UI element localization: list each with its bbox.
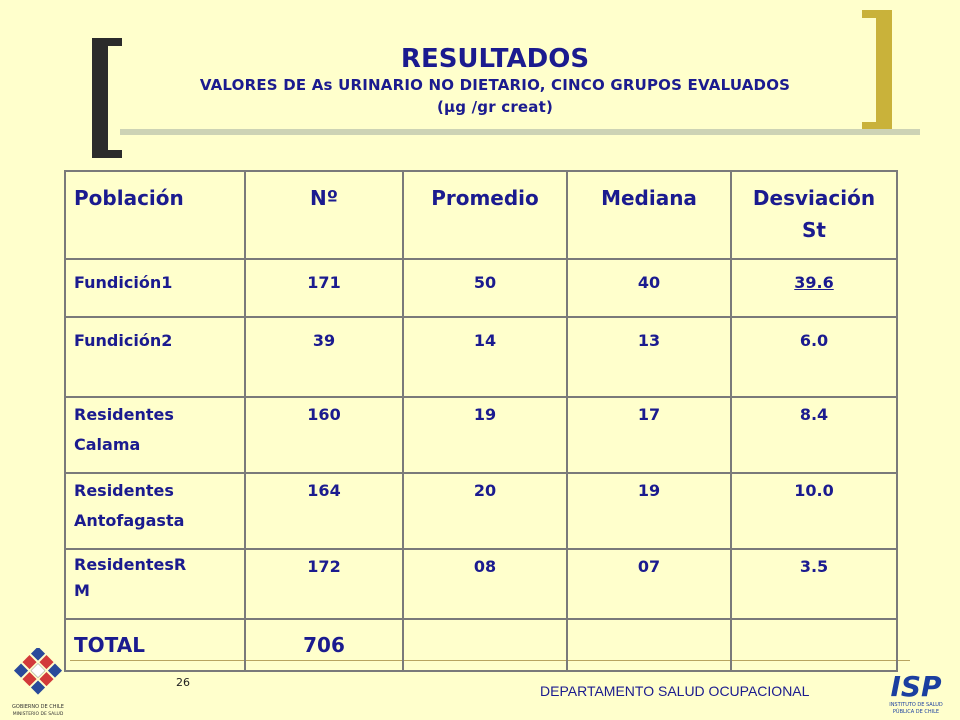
cell-promedio: 50 xyxy=(402,258,568,318)
cell-mediana: 17 xyxy=(566,396,732,474)
table-row: Residentes Antofagasta 164 20 19 10.0 xyxy=(64,472,898,550)
cell-mediana: 07 xyxy=(566,548,732,620)
cell-mediana: 40 xyxy=(566,258,732,318)
title-underline xyxy=(120,129,920,135)
table-row: Fundición2 39 14 13 6.0 xyxy=(64,316,898,398)
cell-n: 160 xyxy=(244,396,404,474)
gobierno-de-chile-logo: GOBIERNO DE CHILE MINISTERIO DE SALUD xyxy=(12,648,64,717)
logo-right-sub1: INSTITUTO DE SALUD xyxy=(889,702,943,708)
header-n: Nº xyxy=(244,170,404,260)
poblacion-line1: Residentes xyxy=(74,481,174,500)
cell-poblacion: Residentes Calama xyxy=(64,396,246,474)
header-desviacion: Desviación St xyxy=(730,170,898,260)
page-title: RESULTADOS xyxy=(400,44,590,74)
header-desviacion-line2: St xyxy=(802,218,826,242)
page-subtitle-units: (µg /gr creat) xyxy=(436,98,554,116)
right-bracket-decoration xyxy=(876,10,892,130)
cell-n: 164 xyxy=(244,472,404,550)
logo-right-sub2: PÚBLICA DE CHILE xyxy=(893,708,939,715)
page-number: 26 xyxy=(176,676,190,689)
cell-desviacion: 6.0 xyxy=(730,316,898,398)
poblacion-line1: ResidentesR xyxy=(74,555,187,574)
cell-n: 39 xyxy=(244,316,404,398)
cell-poblacion: Fundición2 xyxy=(64,316,246,398)
cell-mediana: 19 xyxy=(566,472,732,550)
left-bracket-top xyxy=(92,38,122,46)
poblacion-line1: Residentes xyxy=(74,405,174,424)
cell-poblacion: Residentes Antofagasta xyxy=(64,472,246,550)
table-header-row: Población Nº Promedio Mediana Desviación… xyxy=(64,170,898,260)
right-bracket-top xyxy=(862,10,892,18)
cell-desviacion: 39.6 xyxy=(730,258,898,318)
cell-promedio: 14 xyxy=(402,316,568,398)
left-bracket-decoration xyxy=(92,38,108,158)
logo-right-text: ISP xyxy=(890,670,942,703)
cell-poblacion: ResidentesR M xyxy=(64,548,246,620)
department-label: DEPARTAMENTO SALUD OCUPACIONAL xyxy=(540,683,810,699)
cell-mediana: 13 xyxy=(566,316,732,398)
cell-promedio: 08 xyxy=(402,548,568,620)
poblacion-line2: Calama xyxy=(74,435,141,454)
total-n: 706 xyxy=(244,618,404,672)
page-subtitle: VALORES DE As URINARIO NO DIETARIO, CINC… xyxy=(199,76,791,94)
poblacion-line2: M xyxy=(74,581,90,600)
poblacion-line2: Antofagasta xyxy=(74,511,185,530)
header-promedio: Promedio xyxy=(402,170,568,260)
right-bracket-bottom xyxy=(862,122,892,130)
header-desviacion-line1: Desviación xyxy=(752,186,876,210)
header-mediana: Mediana xyxy=(566,170,732,260)
poblacion-line1: Fundición1 xyxy=(74,273,173,292)
cell-promedio: 20 xyxy=(402,472,568,550)
table-row: ResidentesR M 172 08 07 3.5 xyxy=(64,548,898,620)
table-row: Fundición1 171 50 40 39.6 xyxy=(64,258,898,318)
isp-logo: ISP INSTITUTO DE SALUD PÚBLICA DE CHILE xyxy=(889,670,943,715)
cell-desviacion: 10.0 xyxy=(730,472,898,550)
left-bracket-bottom xyxy=(92,150,122,158)
cell-n: 171 xyxy=(244,258,404,318)
table-total-row: TOTAL 706 xyxy=(64,618,898,672)
results-table: Población Nº Promedio Mediana Desviación… xyxy=(64,170,898,672)
total-label: TOTAL xyxy=(64,618,246,672)
cell-poblacion: Fundición1 xyxy=(64,258,246,318)
table-row: Residentes Calama 160 19 17 8.4 xyxy=(64,396,898,474)
logo-left-line2: MINISTERIO DE SALUD xyxy=(13,711,64,717)
total-empty-cell xyxy=(566,618,732,672)
header-poblacion: Población xyxy=(64,170,246,260)
logo-left-line1: GOBIERNO DE CHILE xyxy=(12,704,64,710)
cell-promedio: 19 xyxy=(402,396,568,474)
title-block: RESULTADOS VALORES DE As URINARIO NO DIE… xyxy=(110,44,880,118)
total-empty-cell xyxy=(730,618,898,672)
cell-n: 172 xyxy=(244,548,404,620)
poblacion-line1: Fundición2 xyxy=(74,331,173,350)
total-empty-cell xyxy=(402,618,568,672)
cell-desviacion: 3.5 xyxy=(730,548,898,620)
cell-desviacion: 8.4 xyxy=(730,396,898,474)
